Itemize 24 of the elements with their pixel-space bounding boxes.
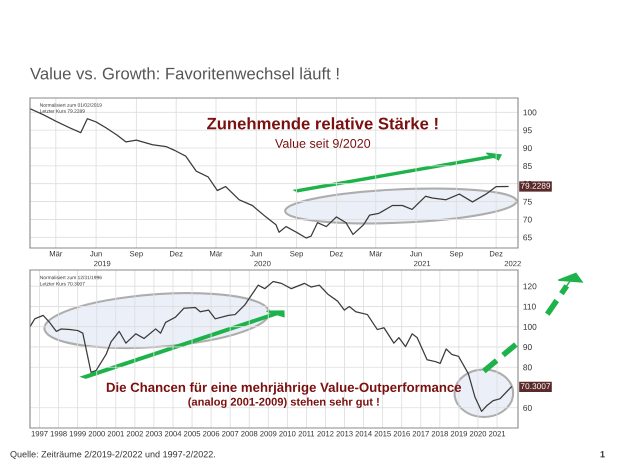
y-tick-label: 95: [523, 127, 532, 134]
chart-title: Value vs. Growth: Favoritenwechsel läuft !: [30, 67, 339, 80]
text: 1: [600, 451, 605, 458]
annotation: Value seit 9/2020: [275, 138, 370, 148]
annotation: Zunehmende relative Stärke !: [207, 117, 438, 130]
y-tick-label: 90: [523, 145, 532, 152]
y-tick-label: 120: [523, 283, 536, 290]
y-tick-label: 75: [523, 198, 532, 205]
y-tick-label: 90: [523, 344, 532, 350]
y-tick-label: 110: [523, 304, 536, 310]
y-tick-label: 85: [523, 163, 532, 169]
line-series: [30, 108, 509, 239]
y-tick-label: 70: [523, 216, 532, 223]
annotation: (analog 2001-2009) stehen sehr gut !: [188, 398, 379, 408]
data-label: 70.3007: [520, 383, 550, 390]
y-tick-label: 60: [523, 404, 532, 411]
data-label: 79.2289: [520, 182, 550, 189]
y-tick-label: 100: [523, 109, 536, 116]
annotation: Die Chancen für eine mehrjährige Value-Outperformance: [106, 382, 462, 395]
line-series: [30, 280, 512, 412]
y-tick-label: 80: [523, 364, 532, 370]
y-tick-label: 100: [523, 324, 536, 330]
y-tick-label: 65: [523, 234, 532, 240]
source-note: Quelle: Zeiträume 2/2019-2/2022 und 1997-2/2022.: [10, 450, 215, 460]
